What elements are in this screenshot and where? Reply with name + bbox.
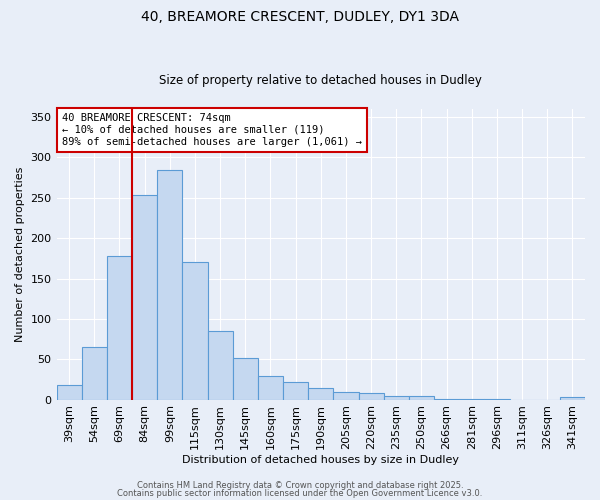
Title: Size of property relative to detached houses in Dudley: Size of property relative to detached ho…: [160, 74, 482, 87]
Bar: [157, 170, 182, 400]
Text: Contains HM Land Registry data © Crown copyright and database right 2025.: Contains HM Land Registry data © Crown c…: [137, 481, 463, 490]
Bar: [459, 399, 484, 400]
Bar: [334, 392, 359, 400]
Bar: [359, 393, 383, 400]
Bar: [283, 382, 308, 400]
Bar: [258, 376, 283, 400]
X-axis label: Distribution of detached houses by size in Dudley: Distribution of detached houses by size …: [182, 455, 459, 465]
Bar: [383, 396, 409, 400]
Text: 40 BREAMORE CRESCENT: 74sqm
← 10% of detached houses are smaller (119)
89% of se: 40 BREAMORE CRESCENT: 74sqm ← 10% of det…: [62, 114, 362, 146]
Bar: [560, 397, 585, 400]
Bar: [182, 262, 208, 400]
Bar: [434, 399, 459, 400]
Bar: [308, 388, 334, 400]
Bar: [56, 385, 82, 400]
Bar: [107, 256, 132, 400]
Text: 40, BREAMORE CRESCENT, DUDLEY, DY1 3DA: 40, BREAMORE CRESCENT, DUDLEY, DY1 3DA: [141, 10, 459, 24]
Bar: [484, 399, 509, 400]
Bar: [132, 196, 157, 400]
Bar: [409, 396, 434, 400]
Bar: [233, 358, 258, 400]
Bar: [208, 331, 233, 400]
Text: Contains public sector information licensed under the Open Government Licence v3: Contains public sector information licen…: [118, 488, 482, 498]
Bar: [82, 347, 107, 400]
Y-axis label: Number of detached properties: Number of detached properties: [15, 166, 25, 342]
